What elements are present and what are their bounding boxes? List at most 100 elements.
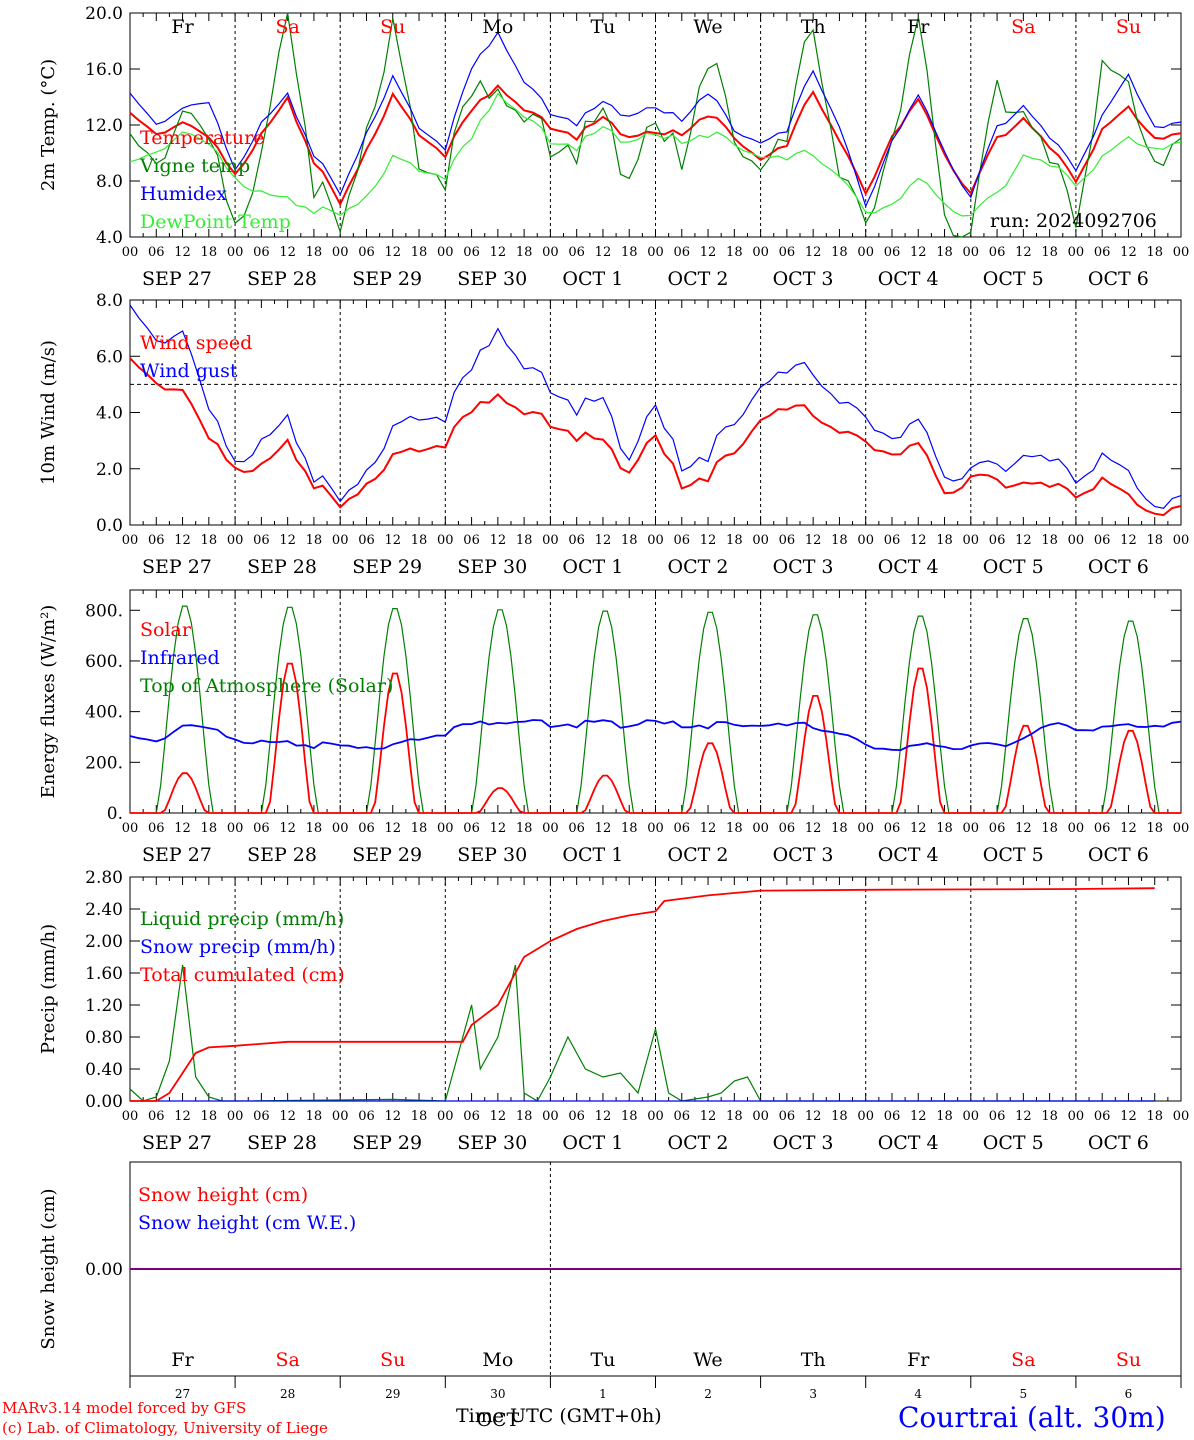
- date-label: SEP 28: [247, 1132, 317, 1154]
- date-label: OCT 2: [668, 556, 729, 578]
- hour-tick-label: 06: [674, 1109, 691, 1124]
- hour-tick-label: 00: [1173, 1109, 1190, 1124]
- weekday-label: Fr: [171, 1349, 194, 1371]
- y-tick-label: 1.20: [85, 996, 123, 1016]
- hour-tick-label: 06: [568, 533, 585, 548]
- hour-tick-label: 00: [647, 533, 664, 548]
- hour-tick-label: 06: [253, 821, 270, 836]
- hour-tick-label: 06: [1094, 245, 1111, 260]
- hour-tick-label: 18: [201, 1109, 218, 1124]
- hour-tick-label: 18: [831, 1109, 848, 1124]
- hour-tick-label: 12: [700, 821, 717, 836]
- hour-tick-label: 06: [674, 533, 691, 548]
- hour-tick-label: 12: [910, 533, 927, 548]
- day-number: 27: [175, 1387, 190, 1401]
- y-tick-label: 600.: [85, 652, 123, 672]
- hour-tick-label: 06: [674, 821, 691, 836]
- hour-tick-label: 00: [647, 245, 664, 260]
- weekday-label: Tu: [590, 1349, 615, 1371]
- hour-tick-label: 18: [1041, 245, 1058, 260]
- date-label: OCT 6: [1088, 556, 1149, 578]
- hour-tick-label: 18: [621, 245, 638, 260]
- legend-label: DewPoint Temp: [140, 211, 291, 233]
- weekday-label: Su: [380, 1349, 405, 1371]
- hour-tick-label: 12: [279, 821, 296, 836]
- y-tick-label: 800.: [85, 601, 123, 621]
- hour-tick-label: 00: [332, 245, 349, 260]
- date-label: OCT 5: [983, 844, 1044, 866]
- hour-tick-label: 06: [1094, 533, 1111, 548]
- date-label: SEP 27: [142, 556, 212, 578]
- hour-tick-label: 00: [437, 245, 454, 260]
- hour-tick-label: 12: [700, 245, 717, 260]
- date-label: OCT 5: [983, 556, 1044, 578]
- y-tick-label: 200.: [85, 753, 123, 773]
- hour-tick-label: 12: [279, 245, 296, 260]
- weekday-label: Su: [1116, 16, 1141, 38]
- weekday-label: Fr: [171, 16, 194, 38]
- series-line-3: [129, 92, 1182, 217]
- hour-tick-label: 00: [752, 1109, 769, 1124]
- month-label: OCT: [476, 1409, 519, 1431]
- date-label: SEP 28: [247, 556, 317, 578]
- hour-tick-label: 06: [358, 533, 375, 548]
- hour-tick-label: 12: [174, 1109, 191, 1124]
- hour-tick-label: 18: [621, 1109, 638, 1124]
- date-label: OCT 3: [773, 268, 834, 290]
- date-label: OCT 3: [773, 556, 834, 578]
- hour-tick-label: 06: [779, 821, 796, 836]
- date-label: SEP 29: [352, 1132, 422, 1154]
- weekday-label: Mo: [482, 1349, 513, 1371]
- hour-tick-label: 12: [910, 1109, 927, 1124]
- hour-tick-label: 06: [253, 533, 270, 548]
- y-tick-label: 4.0: [96, 404, 123, 424]
- hour-tick-label: 18: [936, 245, 953, 260]
- legend-label: Infrared: [140, 647, 220, 669]
- series-line-0: [129, 964, 1155, 1102]
- hour-tick-label: 18: [831, 533, 848, 548]
- weekday-label: Su: [1116, 1349, 1141, 1371]
- hour-tick-label: 12: [910, 821, 927, 836]
- hour-tick-label: 00: [647, 1109, 664, 1124]
- hour-tick-label: 18: [201, 533, 218, 548]
- legend-label: Humidex: [140, 183, 227, 205]
- hour-tick-label: 18: [411, 533, 428, 548]
- hour-tick-label: 06: [148, 245, 165, 260]
- hour-tick-label: 06: [463, 1109, 480, 1124]
- hour-tick-label: 00: [963, 245, 980, 260]
- hour-tick-label: 18: [411, 1109, 428, 1124]
- date-label: SEP 27: [142, 1132, 212, 1154]
- hour-tick-label: 00: [752, 245, 769, 260]
- date-label: SEP 27: [142, 268, 212, 290]
- hour-tick-label: 12: [595, 533, 612, 548]
- hour-tick-label: 00: [227, 533, 244, 548]
- weekday-label: Th: [801, 16, 826, 38]
- hour-tick-label: 06: [989, 1109, 1006, 1124]
- y-tick-label: 2.80: [85, 868, 123, 888]
- weekday-label: Sa: [275, 1349, 299, 1371]
- hour-tick-label: 12: [384, 821, 401, 836]
- series-line-1: [129, 719, 1182, 752]
- day-number: 2: [704, 1387, 712, 1401]
- hour-tick-label: 00: [963, 533, 980, 548]
- run-label: run: 2024092706: [990, 210, 1157, 232]
- date-label: SEP 28: [247, 268, 317, 290]
- hour-tick-label: 18: [726, 245, 743, 260]
- hour-tick-label: 18: [201, 821, 218, 836]
- date-label: OCT 4: [878, 556, 939, 578]
- hour-tick-label: 12: [1120, 1109, 1137, 1124]
- y-tick-label: 4.0: [96, 228, 123, 248]
- y-tick-label: 12.0: [85, 116, 123, 136]
- date-label: SEP 30: [457, 268, 527, 290]
- legend-label: Wind speed: [140, 332, 252, 354]
- hour-tick-label: 18: [621, 533, 638, 548]
- weekday-label: Fr: [907, 1349, 930, 1371]
- hour-tick-label: 06: [779, 245, 796, 260]
- hour-tick-label: 00: [857, 821, 874, 836]
- hour-tick-label: 06: [358, 821, 375, 836]
- hour-tick-label: 06: [884, 1109, 901, 1124]
- weekday-label: Mo: [482, 16, 513, 38]
- hour-tick-label: 12: [174, 533, 191, 548]
- hour-tick-label: 12: [805, 821, 822, 836]
- date-label: OCT 6: [1088, 844, 1149, 866]
